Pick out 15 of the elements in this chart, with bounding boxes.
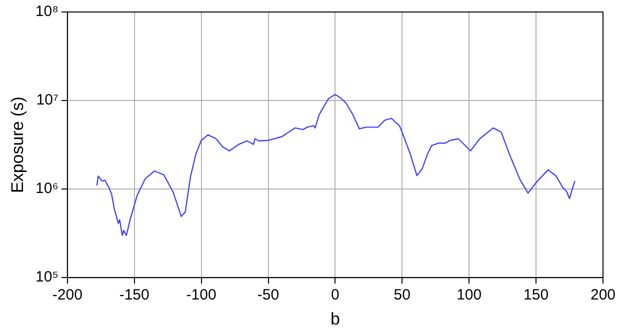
x-tick-label: 50 (394, 286, 410, 304)
x-tick-label: -150 (119, 286, 150, 304)
y-axis-title: Exposure (s) (8, 96, 27, 193)
x-tick-label: -200 (52, 286, 82, 304)
x-tick-label: 0 (331, 286, 340, 304)
x-tick-label: 200 (590, 286, 616, 304)
x-tick-label: 150 (524, 286, 549, 304)
x-axis-title: b (330, 309, 340, 328)
y-tick-label: 10⁷ (36, 92, 58, 109)
y-tick-label: 10⁵ (36, 268, 58, 286)
y-tick-label: 10⁶ (36, 180, 58, 198)
x-tick-label: -50 (257, 286, 280, 304)
x-tick-label: 100 (456, 286, 482, 304)
y-tick-label: 10⁸ (35, 3, 58, 20)
x-tick-label: -100 (186, 286, 216, 304)
